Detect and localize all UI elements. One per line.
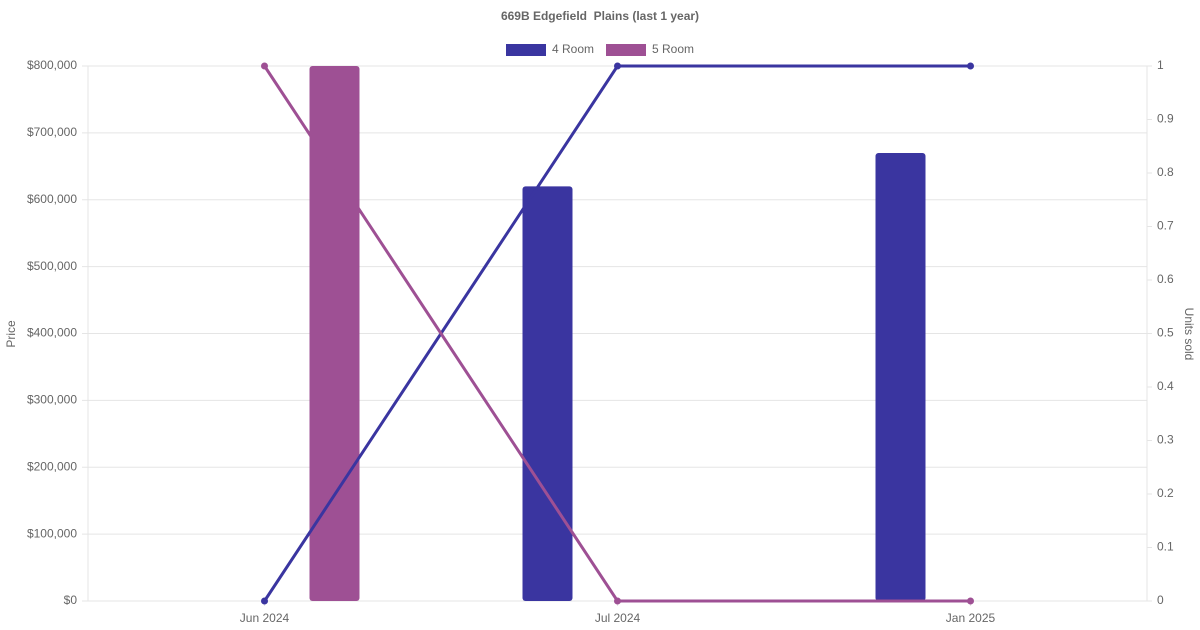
y2-tick-label: 0.6 xyxy=(1157,272,1174,286)
y-tick-label: $800,000 xyxy=(27,58,77,72)
line-point xyxy=(614,597,621,605)
legend-swatch xyxy=(506,44,546,56)
y2-tick-label: 0.7 xyxy=(1157,219,1174,233)
line-point xyxy=(261,62,268,70)
bar xyxy=(875,152,926,601)
y-tick-label: $500,000 xyxy=(27,259,77,273)
bar xyxy=(309,66,360,601)
y-tick-label: $400,000 xyxy=(27,326,77,340)
line-point xyxy=(967,597,974,605)
y-tick-label: $0 xyxy=(64,593,78,607)
y2-tick-label: 0.2 xyxy=(1157,486,1174,500)
y-tick-label: $700,000 xyxy=(27,125,77,139)
line-point xyxy=(261,597,268,605)
y-tick-label: $600,000 xyxy=(27,192,77,206)
y2-tick-label: 0.4 xyxy=(1157,379,1174,393)
y-tick-label: $100,000 xyxy=(27,526,77,540)
y2-tick-label: 1 xyxy=(1157,58,1164,72)
y2-tick-label: 0 xyxy=(1157,593,1164,607)
y2-tick-label: 0.9 xyxy=(1157,112,1174,126)
y2-tick-label: 0.5 xyxy=(1157,326,1174,340)
line-point xyxy=(614,62,621,70)
y2-tick-label: 0.8 xyxy=(1157,165,1174,179)
y-axis-title: Price xyxy=(4,320,18,348)
x-tick-label: Jul 2024 xyxy=(595,611,641,625)
y2-axis-title: Units sold xyxy=(1182,308,1196,361)
y-tick-label: $200,000 xyxy=(27,459,77,473)
y2-tick-label: 0.1 xyxy=(1157,540,1174,554)
legend-swatch xyxy=(606,44,646,56)
x-tick-label: Jan 2025 xyxy=(946,611,996,625)
bar xyxy=(522,186,573,601)
y-tick-label: $300,000 xyxy=(27,393,77,407)
x-tick-label: Jun 2024 xyxy=(240,611,290,625)
legend-label: 5 Room xyxy=(652,42,694,56)
legend-label: 4 Room xyxy=(552,42,594,56)
line-point xyxy=(967,62,974,70)
chart-title: 669B Edgefield Plains (last 1 year) xyxy=(501,9,699,23)
y2-tick-label: 0.3 xyxy=(1157,433,1174,447)
